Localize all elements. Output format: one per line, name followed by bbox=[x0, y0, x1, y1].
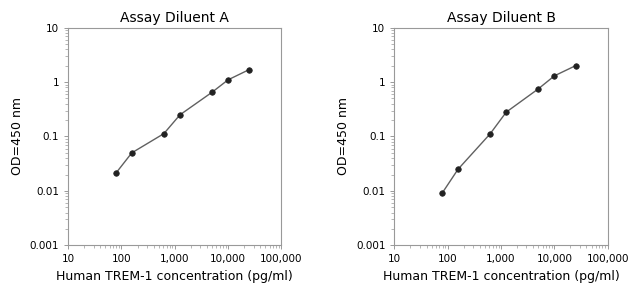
X-axis label: Human TREM-1 concentration (pg/ml): Human TREM-1 concentration (pg/ml) bbox=[56, 270, 293, 283]
Title: Assay Diluent A: Assay Diluent A bbox=[120, 11, 229, 25]
Title: Assay Diluent B: Assay Diluent B bbox=[447, 11, 556, 25]
X-axis label: Human TREM-1 concentration (pg/ml): Human TREM-1 concentration (pg/ml) bbox=[383, 270, 620, 283]
Y-axis label: OD=450 nm: OD=450 nm bbox=[337, 98, 350, 176]
Y-axis label: OD=450 nm: OD=450 nm bbox=[11, 98, 24, 176]
